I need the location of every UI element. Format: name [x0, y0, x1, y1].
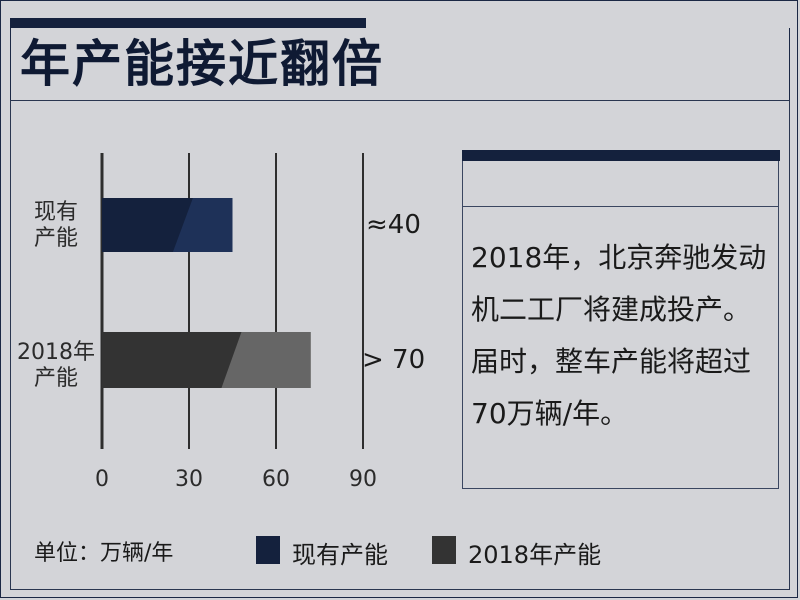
x-tick-label-0: 0: [95, 467, 109, 492]
legend-swatch-2018: [432, 536, 456, 564]
legend-label-2018: 2018年产能: [468, 541, 602, 569]
value-label-1: > 70: [362, 345, 426, 375]
bar-fill-dark: [102, 332, 242, 388]
legend-label-current: 现有产能: [292, 541, 388, 569]
bar-fill-dark: [102, 198, 193, 252]
x-tick-label-30: 30: [175, 467, 203, 492]
bar-2018: [102, 332, 311, 388]
panel-border-left: [10, 100, 11, 590]
bar-current: [102, 198, 233, 252]
category-label-0: 现有 产能: [33, 200, 78, 251]
page-title: 年产能接近翻倍: [20, 35, 384, 93]
panel-border-bottom: [10, 589, 790, 590]
info-box-top-bar: [462, 150, 780, 161]
chart-gridlines: [100, 153, 364, 449]
title-panel: [10, 28, 790, 100]
category-label-1: 2018年 产能: [17, 340, 95, 391]
info-box: [462, 161, 779, 489]
title-divider: [10, 100, 790, 101]
info-text: 2018年，北京奔驰发动机二工厂将建成投产。届时，整车产能将超过70万辆/年。: [471, 241, 767, 430]
x-tick-label-90: 90: [349, 467, 377, 492]
value-label-0: ≈40: [366, 210, 421, 240]
x-tick-label-60: 60: [262, 467, 290, 492]
legend-swatch-current: [256, 536, 280, 564]
info-box-divider: [462, 206, 779, 207]
panel-border-right: [789, 100, 790, 590]
title-accent-bar: [10, 18, 366, 28]
chart-bars: [102, 198, 311, 388]
unit-label: 单位：万辆/年: [34, 541, 174, 566]
